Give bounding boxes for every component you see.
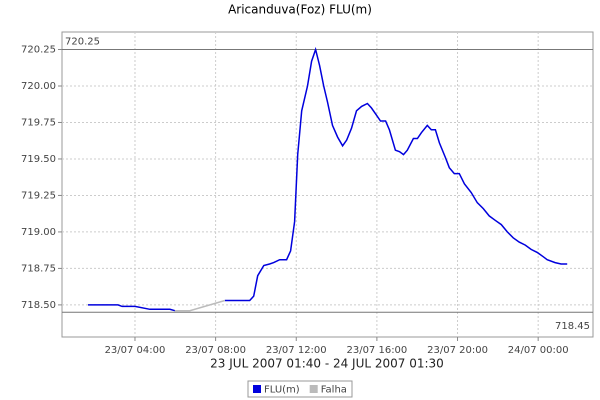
legend-swatch — [253, 385, 261, 393]
y-tick-label: 720.00 — [21, 81, 56, 92]
series-line — [88, 46, 568, 312]
legend-swatch — [309, 385, 318, 393]
y-tick-label: 718.50 — [21, 300, 56, 311]
y-tick-label: 719.25 — [21, 190, 56, 201]
y-tick-label: 719.00 — [21, 227, 56, 238]
y-tick-label: 720.25 — [21, 45, 56, 56]
legend-label: FLU(m) — [264, 385, 300, 396]
series-line — [174, 299, 226, 312]
chart-subtitle: 23 JUL 2007 01:40 - 24 JUL 2007 01:30 — [210, 357, 444, 371]
y-tick-label: 718.75 — [21, 263, 56, 274]
x-tick-label: 23/07 04:00 — [105, 345, 166, 356]
x-tick-label: 23/07 08:00 — [185, 345, 246, 356]
reference-label: 718.45 — [555, 321, 590, 332]
chart-title: Aricanduva(Foz) FLU(m) — [228, 3, 372, 17]
y-tick-label: 719.50 — [21, 154, 56, 165]
x-tick-label: 24/07 00:00 — [508, 345, 569, 356]
legend-label: Falha — [321, 385, 347, 396]
x-tick-label: 23/07 12:00 — [266, 345, 327, 356]
plot-area — [61, 31, 594, 338]
reference-label: 720.25 — [65, 37, 100, 48]
x-tick-label: 23/07 20:00 — [427, 345, 488, 356]
x-tick-label: 23/07 16:00 — [346, 345, 407, 356]
legend-box — [247, 380, 353, 398]
y-tick-label: 719.75 — [21, 117, 56, 128]
